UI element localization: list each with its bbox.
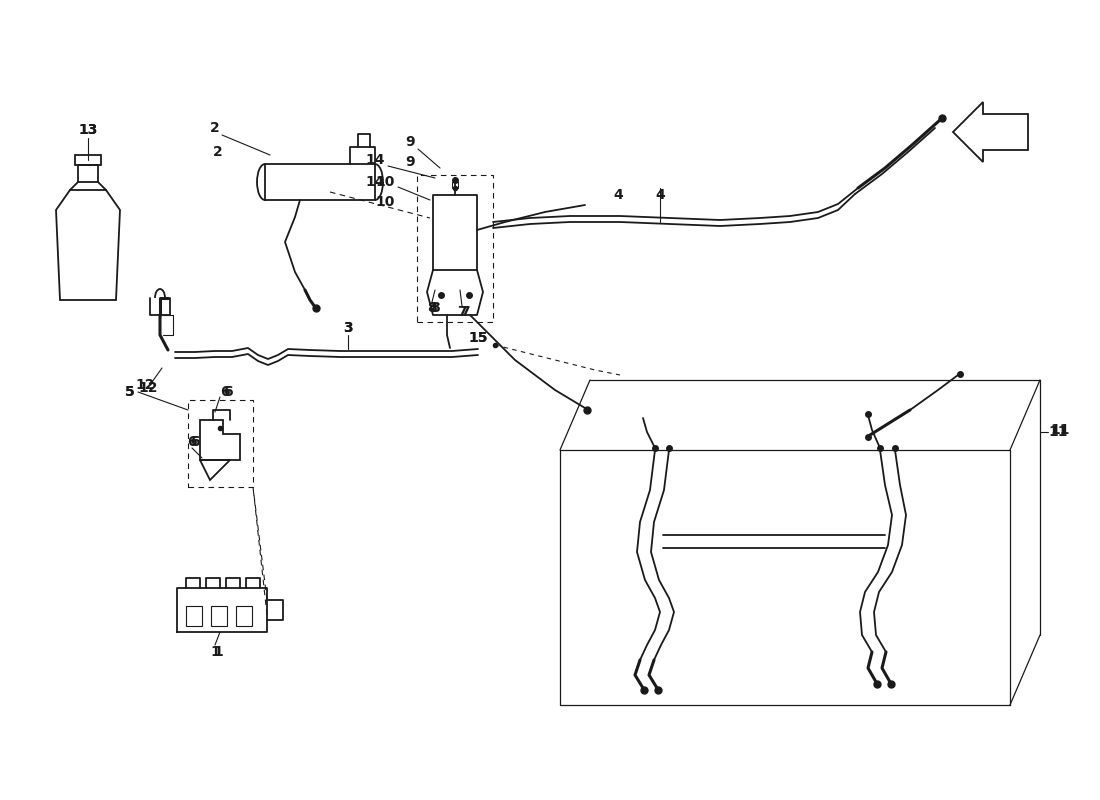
Text: 6: 6 [190,435,200,449]
Bar [236,606,252,626]
Text: 8: 8 [430,301,440,315]
Text: 6: 6 [220,385,230,399]
Text: 1: 1 [213,645,223,659]
Text: 15: 15 [469,331,487,345]
Text: 11: 11 [1048,425,1068,439]
Text: 6: 6 [187,435,197,449]
Text: 5: 5 [125,385,135,399]
Text: 8: 8 [427,301,437,315]
Text: 14: 14 [365,175,385,189]
Text: 13: 13 [78,123,98,137]
Text: 3: 3 [343,321,353,335]
Text: 3: 3 [343,321,353,335]
Text: 10: 10 [375,175,395,189]
Text: 1: 1 [210,645,220,659]
Text: 12: 12 [139,381,157,395]
Text: 2: 2 [210,121,220,135]
Text: 6: 6 [223,385,233,399]
Bar [186,606,202,626]
Text: 9: 9 [405,135,415,149]
Text: 7: 7 [460,305,470,319]
Text: 7: 7 [458,305,466,319]
Text: 5: 5 [125,385,135,399]
Text: 9: 9 [405,155,415,169]
Text: 11: 11 [1050,423,1069,437]
Text: 4: 4 [613,188,623,202]
Text: 10: 10 [375,195,395,209]
Text: 13: 13 [78,123,98,137]
Text: 14: 14 [365,153,385,167]
Text: 15: 15 [469,331,487,345]
Bar [211,606,227,626]
Text: 2: 2 [213,145,223,159]
Text: 4: 4 [656,188,664,202]
Text: 12: 12 [135,378,155,392]
